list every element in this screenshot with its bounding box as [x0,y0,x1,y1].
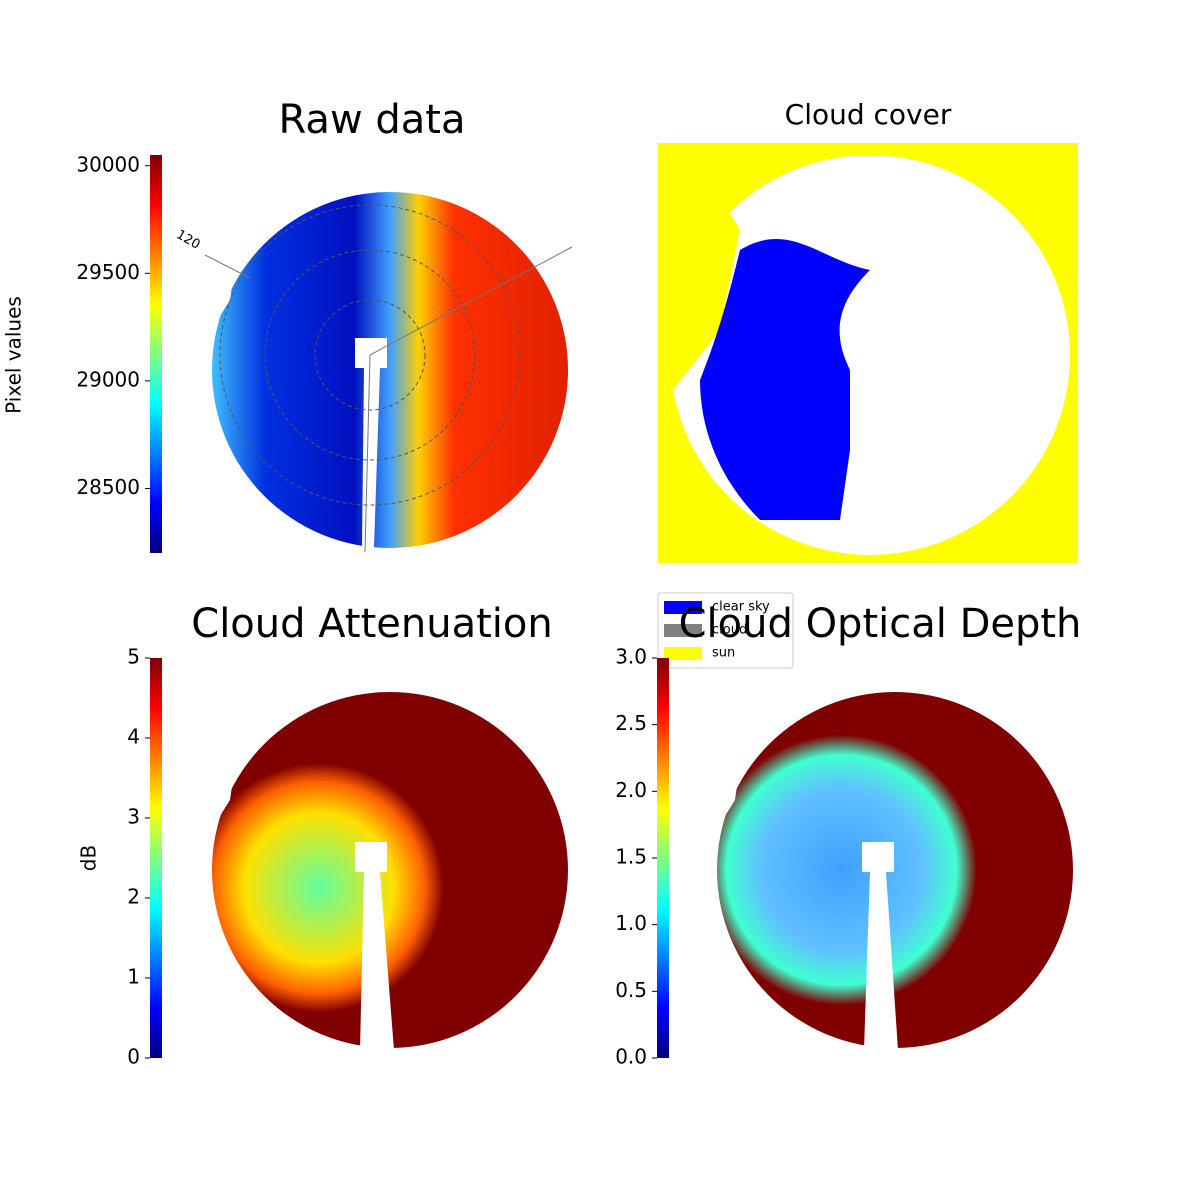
y-tick-label: 0 [127,1045,140,1069]
legend-swatch [664,601,702,614]
y-tick-label: 5 [127,645,140,669]
legend-label: cloud [712,623,747,638]
y-tick-label: 2.5 [615,711,647,735]
panel-title: Cloud Optical Depth [679,601,1082,647]
raw-image [170,180,573,553]
y-tick-label: 29500 [76,260,140,284]
legend-label: clear sky [712,600,770,615]
legend-swatch [664,624,702,637]
panel-title: Raw data [279,97,466,143]
panel-title: Cloud Attenuation [191,601,552,647]
y-tick-label: 2 [127,885,140,909]
y-tick-label: 30000 [76,152,140,176]
colorbar [150,658,162,1058]
legend-label: sun [712,646,735,661]
y-tick-label: 1.0 [615,911,647,935]
y-axis-label: Pixel values [2,296,26,414]
panel-title: Cloud cover [785,98,952,131]
y-tick-label: 29000 [76,367,140,391]
y-tick-label: 28500 [76,475,140,499]
y-tick-label: 1.5 [615,845,647,869]
y-tick-label: 3.0 [615,645,647,669]
attenuation-image [170,680,568,1050]
colorbar [657,658,669,1058]
y-tick-label: 0.0 [615,1045,647,1069]
cloud-cover-image [658,143,1078,563]
colorbar [150,155,162,553]
y-tick-label: 2.0 [615,778,647,802]
y-tick-label: 3 [127,805,140,829]
y-tick-label: 4 [127,725,140,749]
y-axis-label: dB [77,845,101,871]
legend-swatch [664,647,702,660]
y-tick-label: 0.5 [615,978,647,1002]
y-tick-label: 1 [127,965,140,989]
optical-depth-image [675,680,1073,1050]
